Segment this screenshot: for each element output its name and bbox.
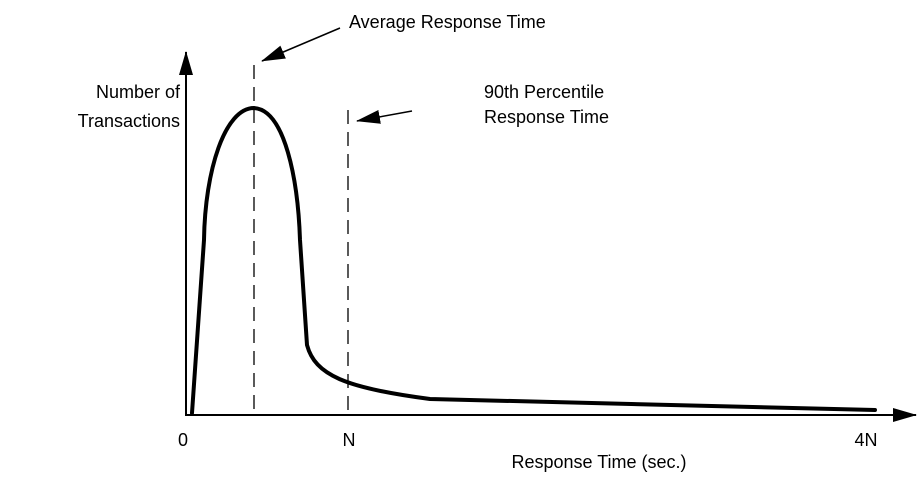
distribution-curve xyxy=(190,106,877,415)
annotation-arrow xyxy=(261,27,341,62)
x-tick-label: 0 xyxy=(178,430,188,450)
y-axis-label: Transactions xyxy=(78,111,180,131)
annotation-arrow xyxy=(356,109,413,124)
annotation-label: 90th Percentile xyxy=(484,82,604,102)
annotation-label: Response Time xyxy=(484,107,609,127)
x-tick-label: N xyxy=(343,430,356,450)
x-axis-label: Response Time (sec.) xyxy=(511,452,686,472)
y-axis-label: Number of xyxy=(96,82,181,102)
annotation-label: Average Response Time xyxy=(349,12,546,32)
x-tick-label: 4N xyxy=(854,430,877,450)
